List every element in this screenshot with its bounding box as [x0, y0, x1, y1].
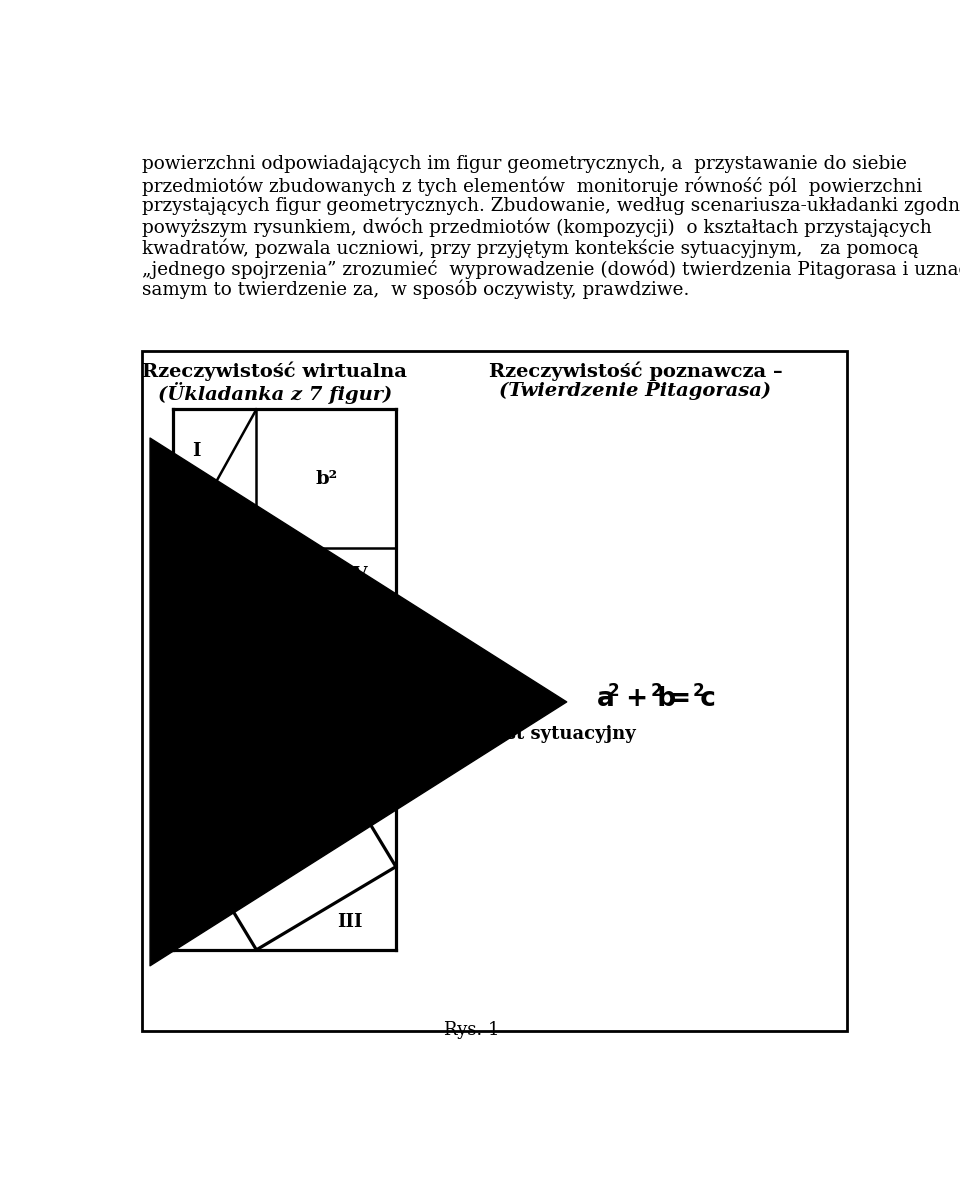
Text: b²: b²: [315, 470, 337, 488]
Text: kwadratów, pozwala uczniowi, przy przyjętym kontekście sytuacyjnym,   za pomocą: kwadratów, pozwala uczniowi, przy przyję…: [142, 238, 919, 258]
Text: (Ükladanka z 7 figur): (Ükladanka z 7 figur): [157, 382, 392, 404]
Text: 2: 2: [651, 682, 662, 700]
Text: powierzchni odpowiadających im figur geometrycznych, a  przystawanie do siebie: powierzchni odpowiadających im figur geo…: [142, 155, 906, 173]
Text: = c: = c: [660, 686, 716, 712]
Text: I: I: [192, 442, 201, 459]
Text: kontekst sytuacyjny: kontekst sytuacyjny: [436, 724, 636, 743]
Text: III: III: [275, 584, 300, 603]
Text: samym to twierdzenie za,  w sposób oczywisty, prawdziwe.: samym to twierdzenie za, w sposób oczywi…: [142, 280, 689, 299]
Text: II: II: [219, 495, 235, 512]
Text: powyższym rysunkiem, dwóch przedmiotów (kompozycji)  o kształtach przystających: powyższym rysunkiem, dwóch przedmiotów (…: [142, 218, 931, 237]
Text: II: II: [192, 894, 209, 913]
Text: a²: a²: [204, 581, 226, 598]
Text: a: a: [596, 686, 614, 712]
Text: „jednego spojrzenia” zrozumieć  wyprowadzenie (dowód) twierdzenia Pitagorasa i u: „jednego spojrzenia” zrozumieć wyprowadz…: [142, 259, 960, 279]
Text: 2: 2: [693, 682, 705, 700]
Text: Rys. 1: Rys. 1: [444, 1021, 499, 1039]
Text: c²: c²: [274, 829, 296, 849]
Text: IV: IV: [346, 565, 368, 583]
Text: Rzeczywistość wirtualna: Rzeczywistość wirtualna: [142, 362, 407, 380]
Text: I: I: [215, 747, 224, 765]
Bar: [142, 351, 847, 1031]
Text: III: III: [337, 913, 362, 931]
Text: przedmiotów zbudowanych z tych elementów  monitoruje równość pól  powierzchni: przedmiotów zbudowanych z tych elementów…: [142, 176, 922, 196]
Text: 2: 2: [608, 682, 619, 700]
Text: IV: IV: [357, 766, 379, 783]
Text: (Twierdzenie Pitagorasa): (Twierdzenie Pitagorasa): [499, 382, 772, 399]
Text: + b: + b: [616, 686, 676, 712]
Text: Rzeczywistość poznawcza –: Rzeczywistość poznawcza –: [489, 362, 782, 380]
Text: przystających figur geometrycznych. Zbudowanie, według scenariusza-układanki zgo: przystających figur geometrycznych. Zbud…: [142, 197, 960, 214]
